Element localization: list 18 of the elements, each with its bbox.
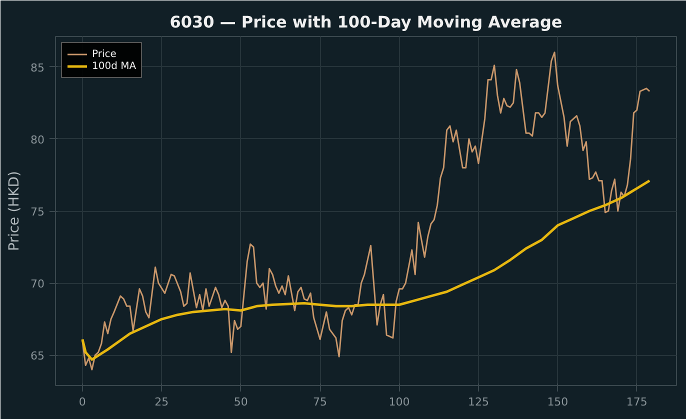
y-axis-title: Price (HKD)	[6, 170, 23, 252]
x-tick-label: 125	[468, 396, 489, 408]
x-tick-label: 25	[154, 396, 169, 408]
x-tick-label: 75	[313, 396, 328, 408]
legend-label: 100d MA	[92, 60, 136, 72]
y-tick-label: 65	[30, 350, 45, 363]
legend-label: Price	[92, 48, 116, 60]
y-tick-label: 75	[30, 206, 45, 218]
chart-title: 6030 — Price with 100-Day Moving Average	[170, 12, 562, 32]
x-tick-label: 150	[547, 396, 568, 408]
x-tick-label: 175	[626, 396, 648, 408]
y-tick-label: 85	[30, 61, 45, 74]
y-tick-label: 80	[30, 133, 45, 146]
y-tick-label: 70	[30, 278, 45, 291]
x-tick-label: 0	[78, 396, 86, 408]
x-tick-label: 50	[234, 396, 248, 408]
x-tick-label: 100	[388, 396, 410, 408]
line-series	[81, 179, 651, 361]
